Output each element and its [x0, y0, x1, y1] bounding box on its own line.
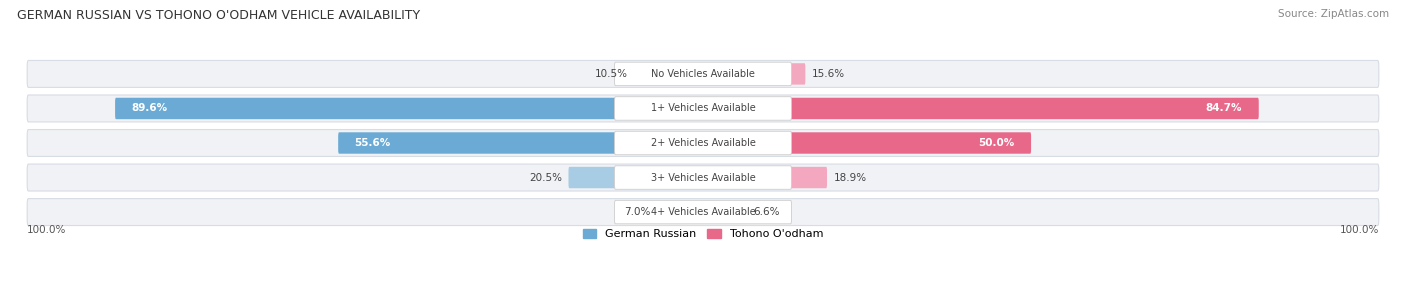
Text: 100.0%: 100.0% — [27, 225, 66, 235]
Text: 55.6%: 55.6% — [354, 138, 391, 148]
Text: 50.0%: 50.0% — [979, 138, 1015, 148]
FancyBboxPatch shape — [657, 201, 703, 223]
FancyBboxPatch shape — [27, 164, 1379, 191]
FancyBboxPatch shape — [703, 167, 827, 188]
Text: 4+ Vehicles Available: 4+ Vehicles Available — [651, 207, 755, 217]
FancyBboxPatch shape — [703, 132, 1031, 154]
Text: 84.7%: 84.7% — [1206, 104, 1243, 114]
Text: 100.0%: 100.0% — [1340, 225, 1379, 235]
Legend: German Russian, Tohono O'odham: German Russian, Tohono O'odham — [578, 224, 828, 244]
Text: 1+ Vehicles Available: 1+ Vehicles Available — [651, 104, 755, 114]
FancyBboxPatch shape — [703, 201, 747, 223]
FancyBboxPatch shape — [614, 131, 792, 155]
FancyBboxPatch shape — [614, 166, 792, 189]
FancyBboxPatch shape — [614, 200, 792, 224]
Text: Source: ZipAtlas.com: Source: ZipAtlas.com — [1278, 9, 1389, 19]
Text: 89.6%: 89.6% — [132, 104, 167, 114]
FancyBboxPatch shape — [27, 60, 1379, 88]
Text: 10.5%: 10.5% — [595, 69, 627, 79]
Text: 18.9%: 18.9% — [834, 172, 866, 182]
FancyBboxPatch shape — [614, 62, 792, 86]
FancyBboxPatch shape — [339, 132, 703, 154]
FancyBboxPatch shape — [27, 198, 1379, 226]
FancyBboxPatch shape — [703, 63, 806, 85]
FancyBboxPatch shape — [703, 98, 1258, 119]
Text: 2+ Vehicles Available: 2+ Vehicles Available — [651, 138, 755, 148]
Text: 7.0%: 7.0% — [624, 207, 651, 217]
FancyBboxPatch shape — [614, 97, 792, 120]
FancyBboxPatch shape — [27, 130, 1379, 156]
FancyBboxPatch shape — [568, 167, 703, 188]
Text: 20.5%: 20.5% — [529, 172, 562, 182]
Text: 15.6%: 15.6% — [811, 69, 845, 79]
Text: 3+ Vehicles Available: 3+ Vehicles Available — [651, 172, 755, 182]
Text: No Vehicles Available: No Vehicles Available — [651, 69, 755, 79]
FancyBboxPatch shape — [27, 95, 1379, 122]
FancyBboxPatch shape — [115, 98, 703, 119]
Text: 6.6%: 6.6% — [752, 207, 779, 217]
Text: GERMAN RUSSIAN VS TOHONO O'ODHAM VEHICLE AVAILABILITY: GERMAN RUSSIAN VS TOHONO O'ODHAM VEHICLE… — [17, 9, 420, 21]
FancyBboxPatch shape — [634, 63, 703, 85]
